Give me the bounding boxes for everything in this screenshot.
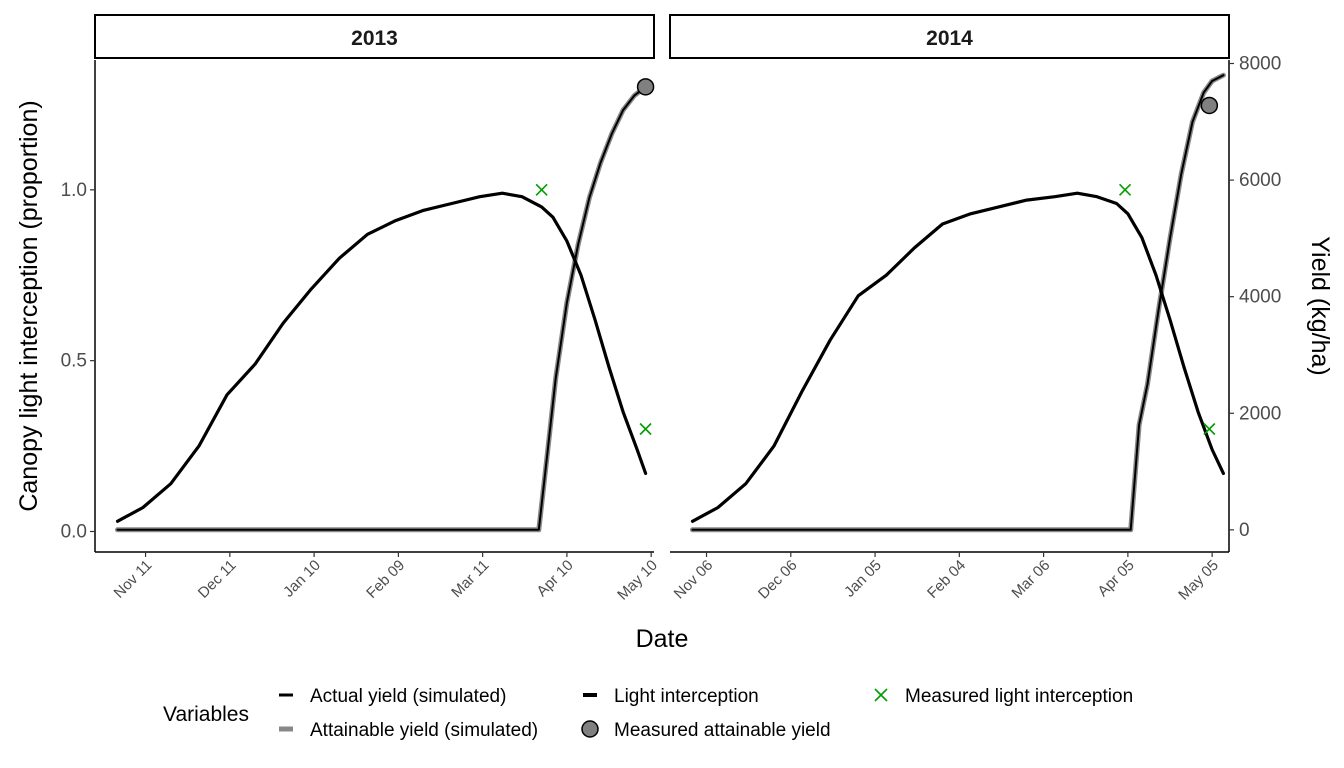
legend: Variables Actual yield (simulated) Attai…	[163, 686, 1133, 741]
legend-title: Variables	[163, 703, 249, 726]
legend-label-light-interception: Light interception	[614, 686, 759, 707]
measured-light-interception-point-2013-0	[535, 183, 548, 196]
strip-2014	[669, 14, 1230, 59]
x-tick-label-2014-2: Jan 05	[841, 557, 885, 601]
legend-item-actual-yield: Actual yield (simulated)	[279, 686, 506, 707]
x-tick-label-2014-0: Nov 06	[671, 557, 717, 603]
y-tick-label-0: 0.0	[61, 522, 87, 543]
y-right-tick-label-2: 4000	[1239, 287, 1281, 308]
y-tick-label-2: 1.0	[61, 180, 87, 201]
x-tick-label-2014-4: Mar 06	[1008, 557, 1053, 602]
x-tick-label-2013-2: Jan 10	[280, 557, 324, 601]
y-axis-title: Canopy light interception (proportion)	[15, 100, 43, 511]
x-tick-label-2014-6: May 05	[1175, 557, 1222, 604]
x-axis-title: Date	[636, 625, 689, 653]
x-tick-label-2013-0: Nov 11	[111, 557, 156, 602]
legend-label-measured-light-interception: Measured light interception	[905, 686, 1133, 707]
y-right-tick-label-0: 0	[1239, 520, 1250, 541]
x-tick-label-2013-3: Feb 09	[363, 557, 408, 602]
legend-item-attainable-yield: Attainable yield (simulated)	[279, 720, 538, 741]
strip-2013	[94, 14, 655, 59]
legend-label-attainable-yield: Attainable yield (simulated)	[310, 720, 538, 741]
x-tick-label-2013-1: Dec 11	[195, 557, 240, 602]
panel-2013: 2013 0.0 0.5 1.0 Nov 11 Dec 11 Jan 10 Feb 09 Mar…	[61, 14, 661, 604]
legend-label-measured-attainable-yield: Measured attainable yield	[614, 720, 831, 741]
measured-light-interception-point-2014-0	[1119, 183, 1132, 196]
measured-light-interception-point-2013-1	[639, 422, 652, 436]
attainable-yield-line-2014	[690, 72, 1226, 533]
legend-item-measured-attainable-yield: Measured attainable yield	[581, 720, 831, 741]
panels-layer: 2013 0.0 0.5 1.0 Nov 11 Dec 11 Jan 10 Feb 09 Mar…	[61, 14, 1281, 604]
x-tick-label-2014-3: Feb 04	[924, 557, 969, 602]
x-tick-label-2013-4: Mar 11	[448, 557, 492, 601]
x-tick-label-2013-6: May 10	[614, 557, 661, 604]
actual-yield-line-2014	[691, 74, 1225, 531]
measured-attainable-yield-point-2013-0	[636, 78, 655, 96]
x-tick-label-2014-1: Dec 06	[755, 557, 801, 603]
light-interception-line-2013	[115, 191, 648, 523]
y-right-tick-label-3: 6000	[1239, 170, 1281, 191]
measured-attainable-yield-point-2014-0	[1200, 96, 1219, 115]
panel-2014: 2014 0 2000 4000 6000 8000 Nov 06 Dec 06 Jan 05 F…	[669, 14, 1281, 604]
x-tick-label-2014-5: Apr 05	[1094, 557, 1137, 600]
y-right-tick-label-4: 8000	[1239, 53, 1281, 74]
actual-yield-line-2013	[116, 85, 647, 531]
strip-label-2014: 2014	[926, 27, 973, 50]
y-right-tick-label-1: 2000	[1239, 403, 1281, 424]
legend-key-measured-light-interception	[874, 688, 888, 702]
strip-label-2013: 2013	[351, 27, 398, 50]
legend-label-actual-yield: Actual yield (simulated)	[310, 686, 506, 707]
x-tick-label-2013-5: Apr 10	[533, 557, 576, 600]
light-interception-line-2014	[690, 191, 1225, 523]
measured-light-interception-point-2014-1	[1203, 422, 1216, 436]
legend-item-measured-light-interception: Measured light interception	[874, 686, 1133, 707]
y-tick-label-1: 0.5	[61, 351, 87, 372]
legend-item-light-interception: Light interception	[583, 686, 759, 707]
y-right-axis-title: Yield (kg/ha)	[1306, 236, 1334, 375]
legend-key-measured-attainable-yield	[581, 720, 599, 738]
